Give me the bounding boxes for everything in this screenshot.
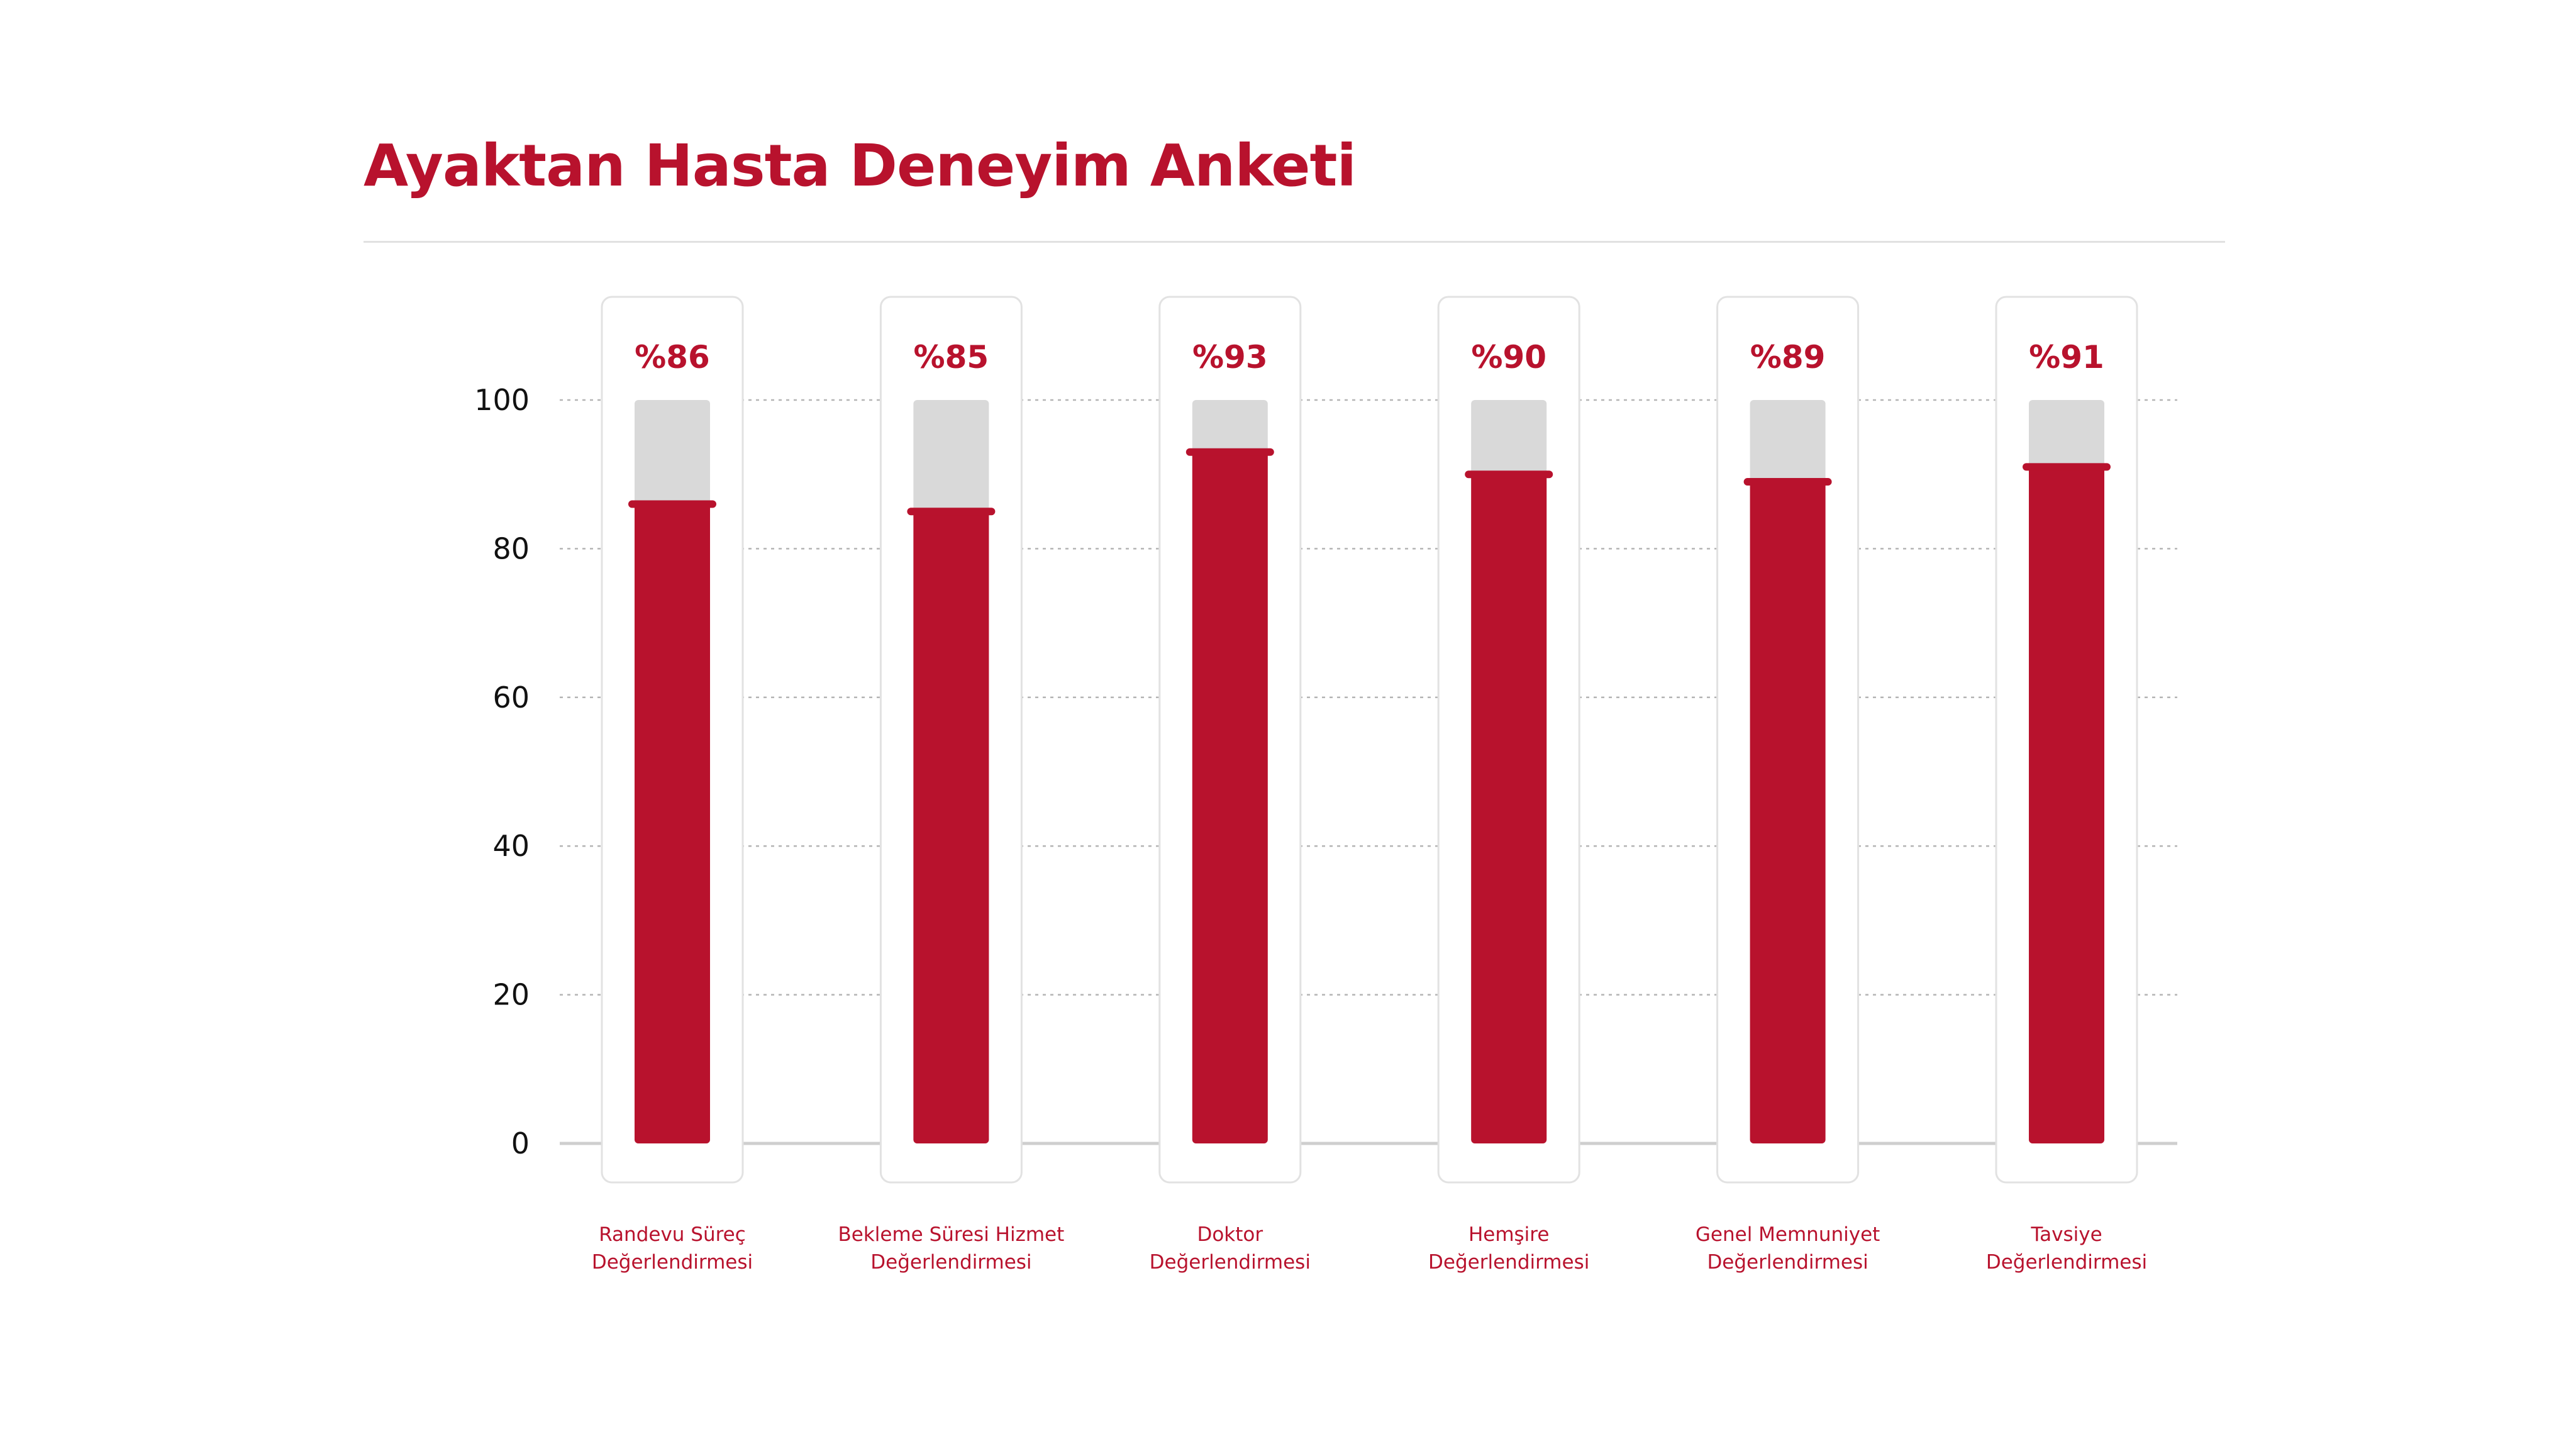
- category-label: Tavsiye Değerlendirmesi: [1986, 1223, 2147, 1274]
- category-label: Hemşire Değerlendirmesi: [1428, 1223, 1589, 1274]
- category-label: Randevu Süreç Değerlendirmesi: [592, 1223, 753, 1274]
- bar-value-label: %90: [1471, 339, 1546, 375]
- gridlines: [560, 399, 2177, 1145]
- bar-value-label: %89: [1750, 339, 1826, 375]
- category-label: Bekleme Süresi Hizmet Değerlendirmesi: [838, 1223, 1064, 1274]
- y-tick-label: 0: [511, 1126, 530, 1160]
- category-labels: Randevu Süreç Değerlendirmesi Bekleme Süre…: [592, 1223, 2147, 1274]
- bar-group: %90: [1437, 296, 1580, 1184]
- title-divider: [364, 241, 2225, 243]
- bar: [1192, 452, 1268, 1143]
- category-label: Genel Memnuniyet Değerlendirmesi: [1696, 1223, 1880, 1274]
- bar-group: %93: [1158, 296, 1302, 1184]
- y-tick-label: 80: [492, 531, 530, 565]
- bar: [1471, 474, 1547, 1144]
- bar-group: %86: [601, 296, 744, 1184]
- y-tick-label: 20: [492, 978, 530, 1012]
- bar-cap: [1743, 478, 1832, 486]
- bar-cap: [1185, 448, 1274, 456]
- bar-cap: [628, 500, 716, 508]
- y-axis: 0 20 40 60 80 100: [474, 383, 530, 1160]
- bar-value-label: %85: [914, 339, 989, 375]
- bar-cap: [1465, 470, 1553, 479]
- bar: [635, 504, 710, 1143]
- bars: %86 %85 %93 %90 %89 %91: [601, 296, 2138, 1184]
- y-tick-label: 100: [474, 383, 530, 417]
- y-tick-label: 60: [492, 681, 530, 714]
- bar-group: %85: [879, 296, 1023, 1184]
- bar: [2029, 467, 2104, 1143]
- bar: [913, 511, 989, 1143]
- bar-value-label: %86: [635, 339, 710, 375]
- category-label: Doktor Değerlendirmesi: [1150, 1223, 1311, 1274]
- page-title: Ayaktan Hasta Deneyim Anketi: [364, 132, 1357, 199]
- bar-cap: [907, 508, 996, 516]
- bar-value-label: %93: [1192, 339, 1268, 375]
- bar-cap: [2023, 463, 2111, 471]
- bar: [1750, 482, 1826, 1143]
- bar-group: %89: [1716, 296, 1860, 1184]
- y-tick-label: 40: [492, 829, 530, 863]
- bar-group: %91: [1995, 296, 2138, 1184]
- bar-value-label: %91: [2029, 339, 2104, 375]
